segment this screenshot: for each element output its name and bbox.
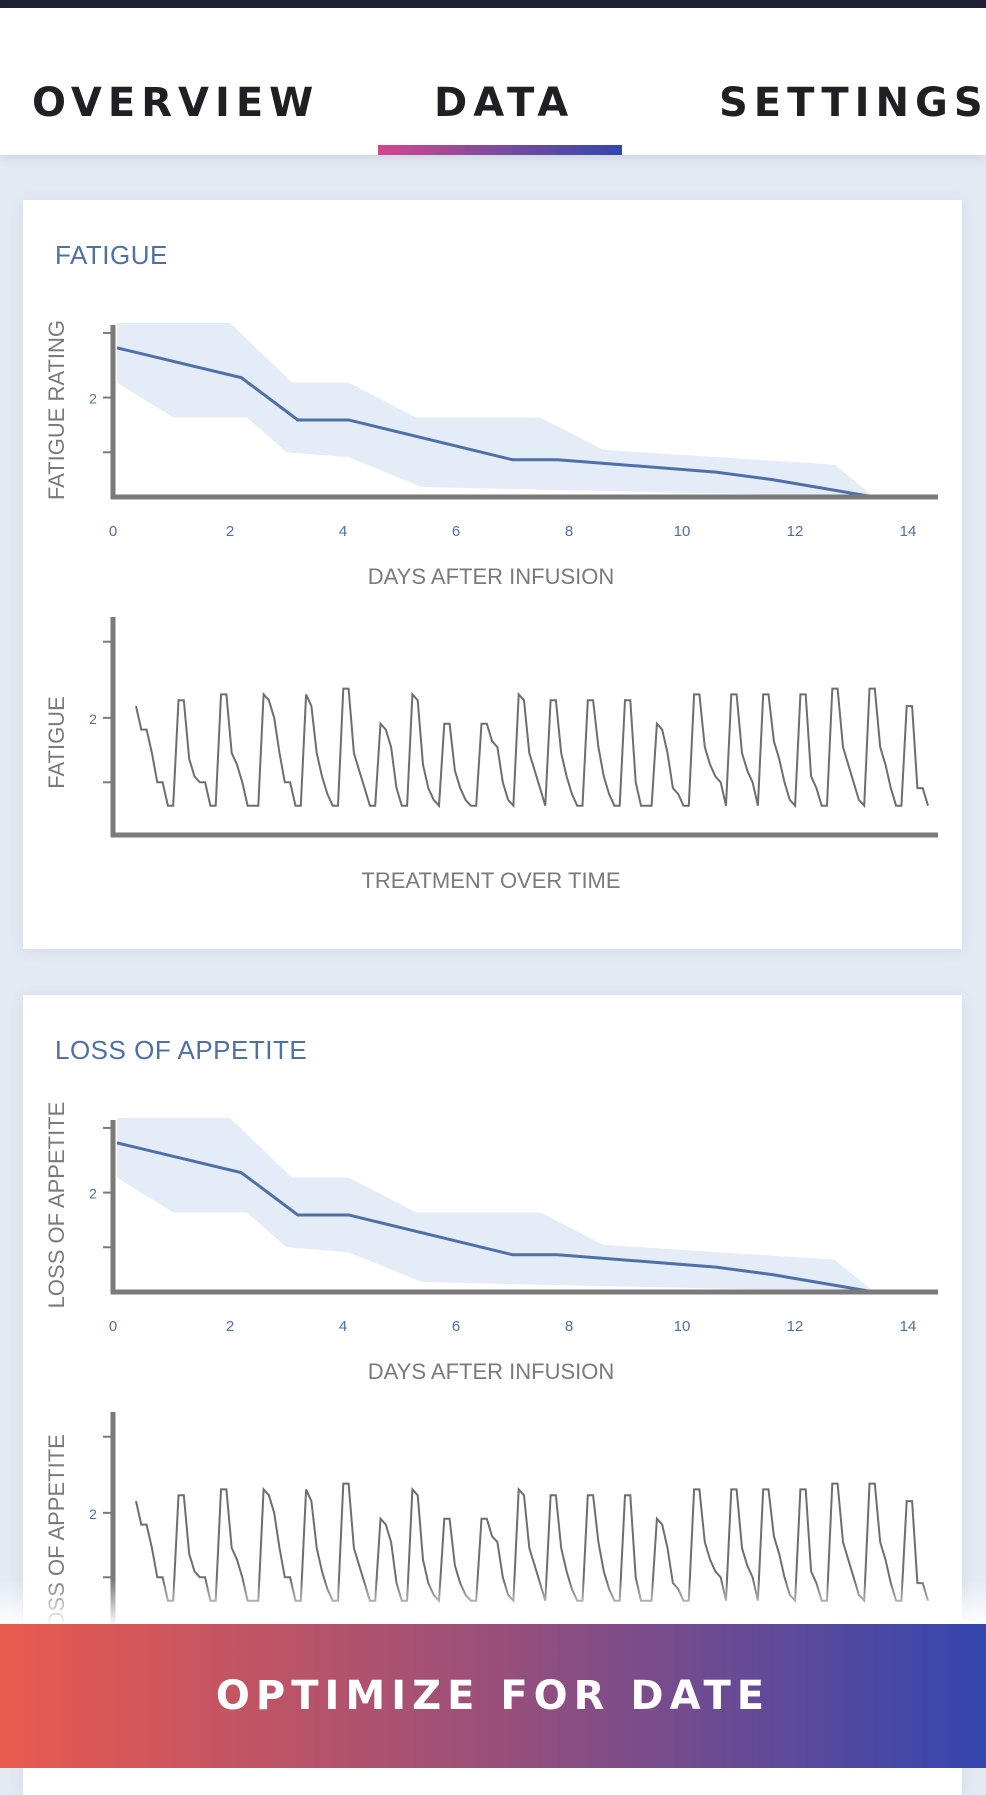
x-tick-label: 0 xyxy=(109,523,117,540)
y-axis-title: FATIGUE RATING xyxy=(44,320,69,500)
x-tick-label: 14 xyxy=(900,523,917,540)
x-tick-label: 0 xyxy=(109,1318,117,1335)
y-axis-title: FATIGUE xyxy=(44,696,69,789)
status-bar xyxy=(0,0,986,8)
x-tick-label: 4 xyxy=(339,523,347,540)
x-tick-label: 6 xyxy=(452,523,460,540)
x-tick-label: 12 xyxy=(787,1318,804,1335)
tab-bar: OVERVIEW DATA SETTINGS xyxy=(0,8,986,155)
x-axis-title: DAYS AFTER INFUSION xyxy=(368,1359,615,1384)
active-tab-indicator xyxy=(378,145,622,155)
mean-line xyxy=(116,1141,875,1294)
x-axis-title: TREATMENT OVER TIME xyxy=(361,868,620,893)
y-axis-title: LOSS OF APPETITE xyxy=(44,1434,69,1641)
tab-settings[interactable]: SETTINGS xyxy=(719,80,986,126)
appetite-summary-chart: 2 0 2 4 6 8 10 12 14 DAYS AFTER INFUSION LOSS OF A… xyxy=(44,1102,938,1384)
y-tick-label: 2 xyxy=(89,711,97,727)
x-tick-label: 10 xyxy=(674,523,691,540)
y-tick-label: 2 xyxy=(89,391,97,407)
card-title: FATIGUE xyxy=(55,240,168,270)
tab-overview[interactable]: OVERVIEW xyxy=(32,80,320,126)
x-tick-label: 4 xyxy=(339,1318,347,1335)
card-title: LOSS OF APPETITE xyxy=(55,1035,308,1065)
mean-line xyxy=(116,346,875,499)
y-axis-title: LOSS OF APPETITE xyxy=(44,1102,69,1309)
x-tick-label: 2 xyxy=(226,523,234,540)
x-tick-label: 14 xyxy=(900,1318,917,1335)
optimize-for-date-button[interactable]: OPTIMIZE FOR DATE xyxy=(0,1624,986,1768)
x-axis-title: DAYS AFTER INFUSION xyxy=(368,564,615,589)
x-tick-label: 2 xyxy=(226,1318,234,1335)
tab-data[interactable]: DATA xyxy=(434,80,575,126)
x-tick-label: 12 xyxy=(787,523,804,540)
treatment-line xyxy=(135,1482,929,1604)
x-tick-label: 8 xyxy=(565,1318,573,1335)
x-tick-label: 10 xyxy=(674,1318,691,1335)
confidence-band xyxy=(117,1118,875,1292)
treatment-line xyxy=(135,687,929,809)
y-tick-label: 2 xyxy=(89,1506,97,1522)
y-tick-label: 2 xyxy=(89,1186,97,1202)
x-tick-label: 8 xyxy=(565,523,573,540)
fatigue-card: FATIGUE 2 0 2 4 6 8 10 12 14 DAYS AFTER INFUSION F… xyxy=(23,200,962,949)
fatigue-treatment-chart: 2 TREATMENT OVER TIME FATIGUE xyxy=(44,617,938,893)
fatigue-summary-chart: 2 0 2 4 6 8 10 12 14 DAYS AFTER INFUSION FATIGUE R… xyxy=(44,320,938,589)
confidence-band xyxy=(117,323,875,497)
x-tick-label: 6 xyxy=(452,1318,460,1335)
